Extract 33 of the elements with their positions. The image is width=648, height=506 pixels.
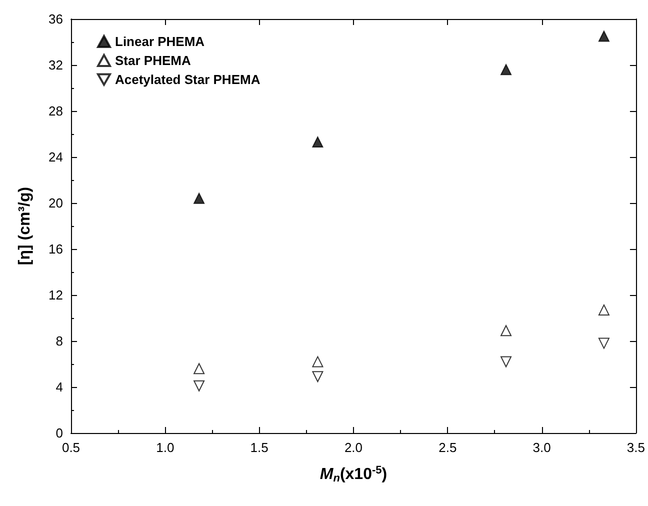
point: [194, 363, 205, 374]
y-axis-title: [η] (cm³/g): [16, 186, 34, 266]
point: [598, 304, 610, 316]
point: [500, 356, 512, 368]
y-tick-label: 0: [56, 426, 63, 440]
x-tick-label: 1.5: [250, 440, 268, 455]
x-tick-label: 1.0: [156, 440, 174, 455]
x-tick-label: 2.0: [344, 440, 363, 455]
point: [598, 338, 610, 349]
legend-label: Star PHEMA: [115, 53, 192, 68]
point: [500, 325, 512, 336]
legend-label: Linear PHEMA: [115, 34, 206, 49]
y-tick-label: 36: [48, 12, 63, 26]
y-tick-label: 32: [48, 58, 63, 72]
y-tick-label: 28: [48, 104, 63, 118]
legend-label: Acetylated Star PHEMA: [115, 72, 261, 87]
point: [312, 136, 324, 148]
x-tick-label: 3.0: [532, 440, 551, 455]
x-tick-label: 0.5: [62, 440, 80, 455]
y-tick-label: 24: [48, 150, 63, 164]
y-tick-label: 8: [56, 334, 63, 348]
point: [194, 192, 205, 204]
point: [194, 380, 205, 392]
point: [598, 30, 610, 42]
point: [312, 371, 324, 382]
x-tick-label: 2.5: [438, 440, 457, 455]
y-tick-label: 16: [48, 242, 63, 256]
point: [312, 356, 324, 368]
y-tick-label: 12: [48, 288, 63, 302]
y-tick-label: 20: [48, 196, 63, 210]
point: [500, 64, 512, 76]
x-tick-label: 3.5: [626, 440, 646, 455]
y-tick-label: 4: [56, 380, 63, 394]
